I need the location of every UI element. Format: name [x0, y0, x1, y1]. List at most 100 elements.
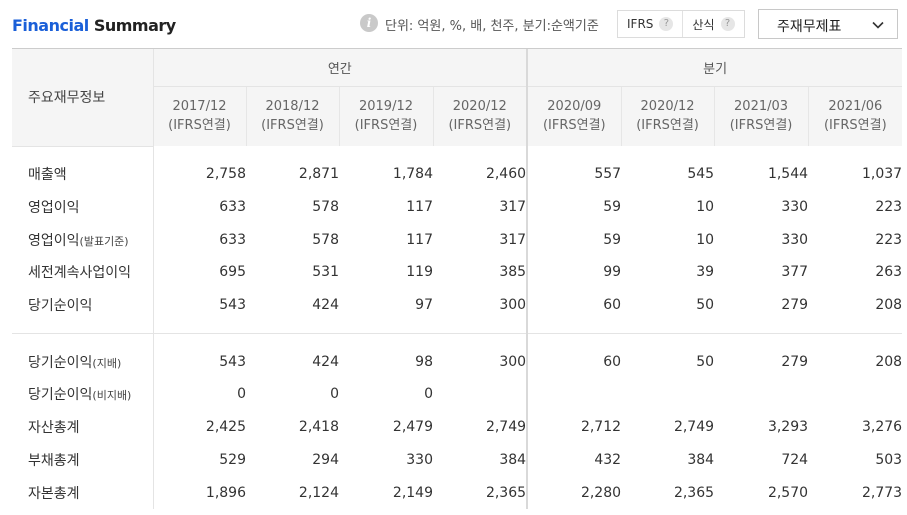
value-cell: 39: [696, 264, 715, 281]
row-label-text: 부채총계: [28, 452, 80, 469]
row-label[interactable]: 매출액: [12, 158, 154, 191]
table-row: 자산총계 2,425 2,418 2,479 2,749 2,712 2,749 3,293 3…: [12, 410, 902, 444]
table-row: 세전계속사업이익 695 531 119 385 99 39 377 263: [12, 256, 902, 289]
blank-cell: [12, 321, 154, 334]
period-basis: (IFRS연결): [823, 118, 887, 134]
blank-cell: [714, 146, 808, 158]
period-basis: (IFRS연결): [542, 118, 606, 134]
ifrs-formula-toggle: IFRS ? 산식 ?: [617, 10, 745, 38]
period-basis: (IFRS연결): [354, 118, 418, 134]
blank-cell: [12, 333, 154, 346]
value-cell: 330: [406, 451, 433, 468]
ifrs-button[interactable]: IFRS ?: [618, 11, 682, 37]
value-cell: 208: [875, 297, 903, 314]
period-date: 2017/12: [172, 99, 227, 115]
blank-cell: [153, 146, 246, 158]
row-label-text: 당기순이익: [28, 387, 93, 404]
value-cell: 10: [696, 231, 715, 248]
value-cell: 578: [312, 231, 339, 248]
blank-cell: [527, 333, 621, 345]
blank-cell: [246, 333, 339, 345]
value-cell: 2,124: [298, 484, 339, 501]
blank-cell: [433, 333, 529, 346]
value-cell: 531: [312, 264, 339, 281]
row-label[interactable]: 영업이익: [12, 190, 154, 224]
formula-button[interactable]: 산식 ?: [682, 11, 743, 37]
formula-label: 산식: [692, 17, 715, 32]
period-basis: (IFRS연결): [636, 118, 699, 134]
value-cell: 279: [781, 297, 809, 314]
row-label[interactable]: 당기순이익(지배): [12, 345, 154, 379]
group-header-quarter: 분기: [527, 49, 903, 87]
value-cell: 97: [415, 297, 433, 314]
value-cell: 578: [312, 199, 339, 216]
value-cell: 432: [594, 451, 622, 468]
value-cell: 117: [406, 199, 433, 216]
period-header: 2021/03 (IFRS연결): [714, 86, 809, 146]
blank-cell: [339, 146, 433, 158]
statement-select[interactable]: 주재무제표: [758, 9, 898, 39]
value-cell: 385: [433, 256, 529, 289]
row-label[interactable]: 당기순이익: [12, 288, 154, 322]
row-label[interactable]: 부채총계: [12, 443, 154, 477]
value-cell: 1,544: [767, 166, 809, 183]
period-header: 2018/12 (IFRS연결): [246, 86, 340, 146]
value-cell: 0: [330, 386, 339, 403]
blank-cell: [339, 333, 433, 345]
table-row: 영업이익(발표기준) 633 578 117 317 59 10 330 223: [12, 223, 902, 257]
blank-cell: [621, 333, 714, 345]
chevron-down-icon: [871, 17, 885, 36]
spacer-row: [12, 146, 902, 158]
value-cell: 503: [875, 451, 903, 468]
row-label[interactable]: 자산총계: [12, 410, 154, 444]
row-label-note: (발표기준): [79, 234, 129, 248]
value-cell: 633: [219, 199, 246, 216]
value-cell: 60: [603, 297, 622, 314]
table-row: 당기순이익(지배) 543 424 98 300 60 50 279 208: [12, 345, 902, 379]
value-cell: 2,712: [580, 419, 622, 436]
ifrs-help-icon[interactable]: ?: [659, 17, 674, 31]
value-cell: 0: [424, 386, 433, 403]
value-cell: 424: [312, 297, 339, 314]
blank-cell: [808, 333, 902, 345]
blank-cell: [246, 146, 339, 158]
statement-select-value: 주재무제표: [777, 19, 842, 35]
value-cell: 279: [781, 353, 809, 370]
period-date: 2021/03: [734, 99, 789, 115]
value-cell: 300: [433, 345, 529, 379]
group-header-annual: 연간: [153, 49, 529, 87]
period-date: 2020/12: [640, 99, 695, 115]
period-header: 2017/12 (IFRS연결): [153, 86, 247, 146]
value-cell: 300: [433, 288, 529, 322]
value-cell: 119: [406, 264, 433, 281]
blank-cell: [153, 321, 246, 334]
value-cell: 377: [781, 264, 809, 281]
unit-text: 단위: 억원, %, 배, 천주, 분기:순액기준: [385, 19, 599, 34]
table-row: 매출액 2,758 2,871 1,784 2,460 557 545 1,544 1,037: [12, 158, 902, 191]
formula-help-icon[interactable]: ?: [720, 17, 735, 31]
value-cell: 384: [433, 443, 529, 477]
period-header: 2019/12 (IFRS연결): [339, 86, 434, 146]
row-label[interactable]: 영업이익(발표기준): [12, 223, 154, 257]
value-cell: 317: [433, 190, 529, 224]
value-cell: 98: [415, 353, 433, 370]
table-row: 당기순이익 543 424 97 300 60 50 279 208: [12, 288, 903, 322]
value-cell: 317: [433, 223, 529, 257]
period-basis: (IFRS연결): [448, 118, 512, 134]
blank-cell: [621, 321, 715, 334]
row-label-text: 자본총계: [28, 485, 80, 502]
period-header: 2020/12 (IFRS연결): [433, 86, 529, 146]
value-cell: 2,871: [298, 166, 339, 183]
info-icon[interactable]: i: [360, 14, 378, 32]
row-label[interactable]: 당기순이익(비지배): [12, 378, 154, 411]
row-label[interactable]: 세전계속사업이익: [12, 256, 154, 289]
blank-cell: [527, 321, 622, 334]
blank-cell: [527, 146, 621, 158]
value-cell: 2,460: [433, 158, 529, 191]
period-header: 2020/12 (IFRS연결): [621, 86, 715, 146]
row-label[interactable]: 자본총계: [12, 476, 154, 509]
row-label-text: 당기순이익: [28, 298, 93, 315]
value-cell: 2,280: [580, 484, 622, 501]
blank-cell: [153, 333, 246, 345]
value-cell: [527, 378, 621, 411]
